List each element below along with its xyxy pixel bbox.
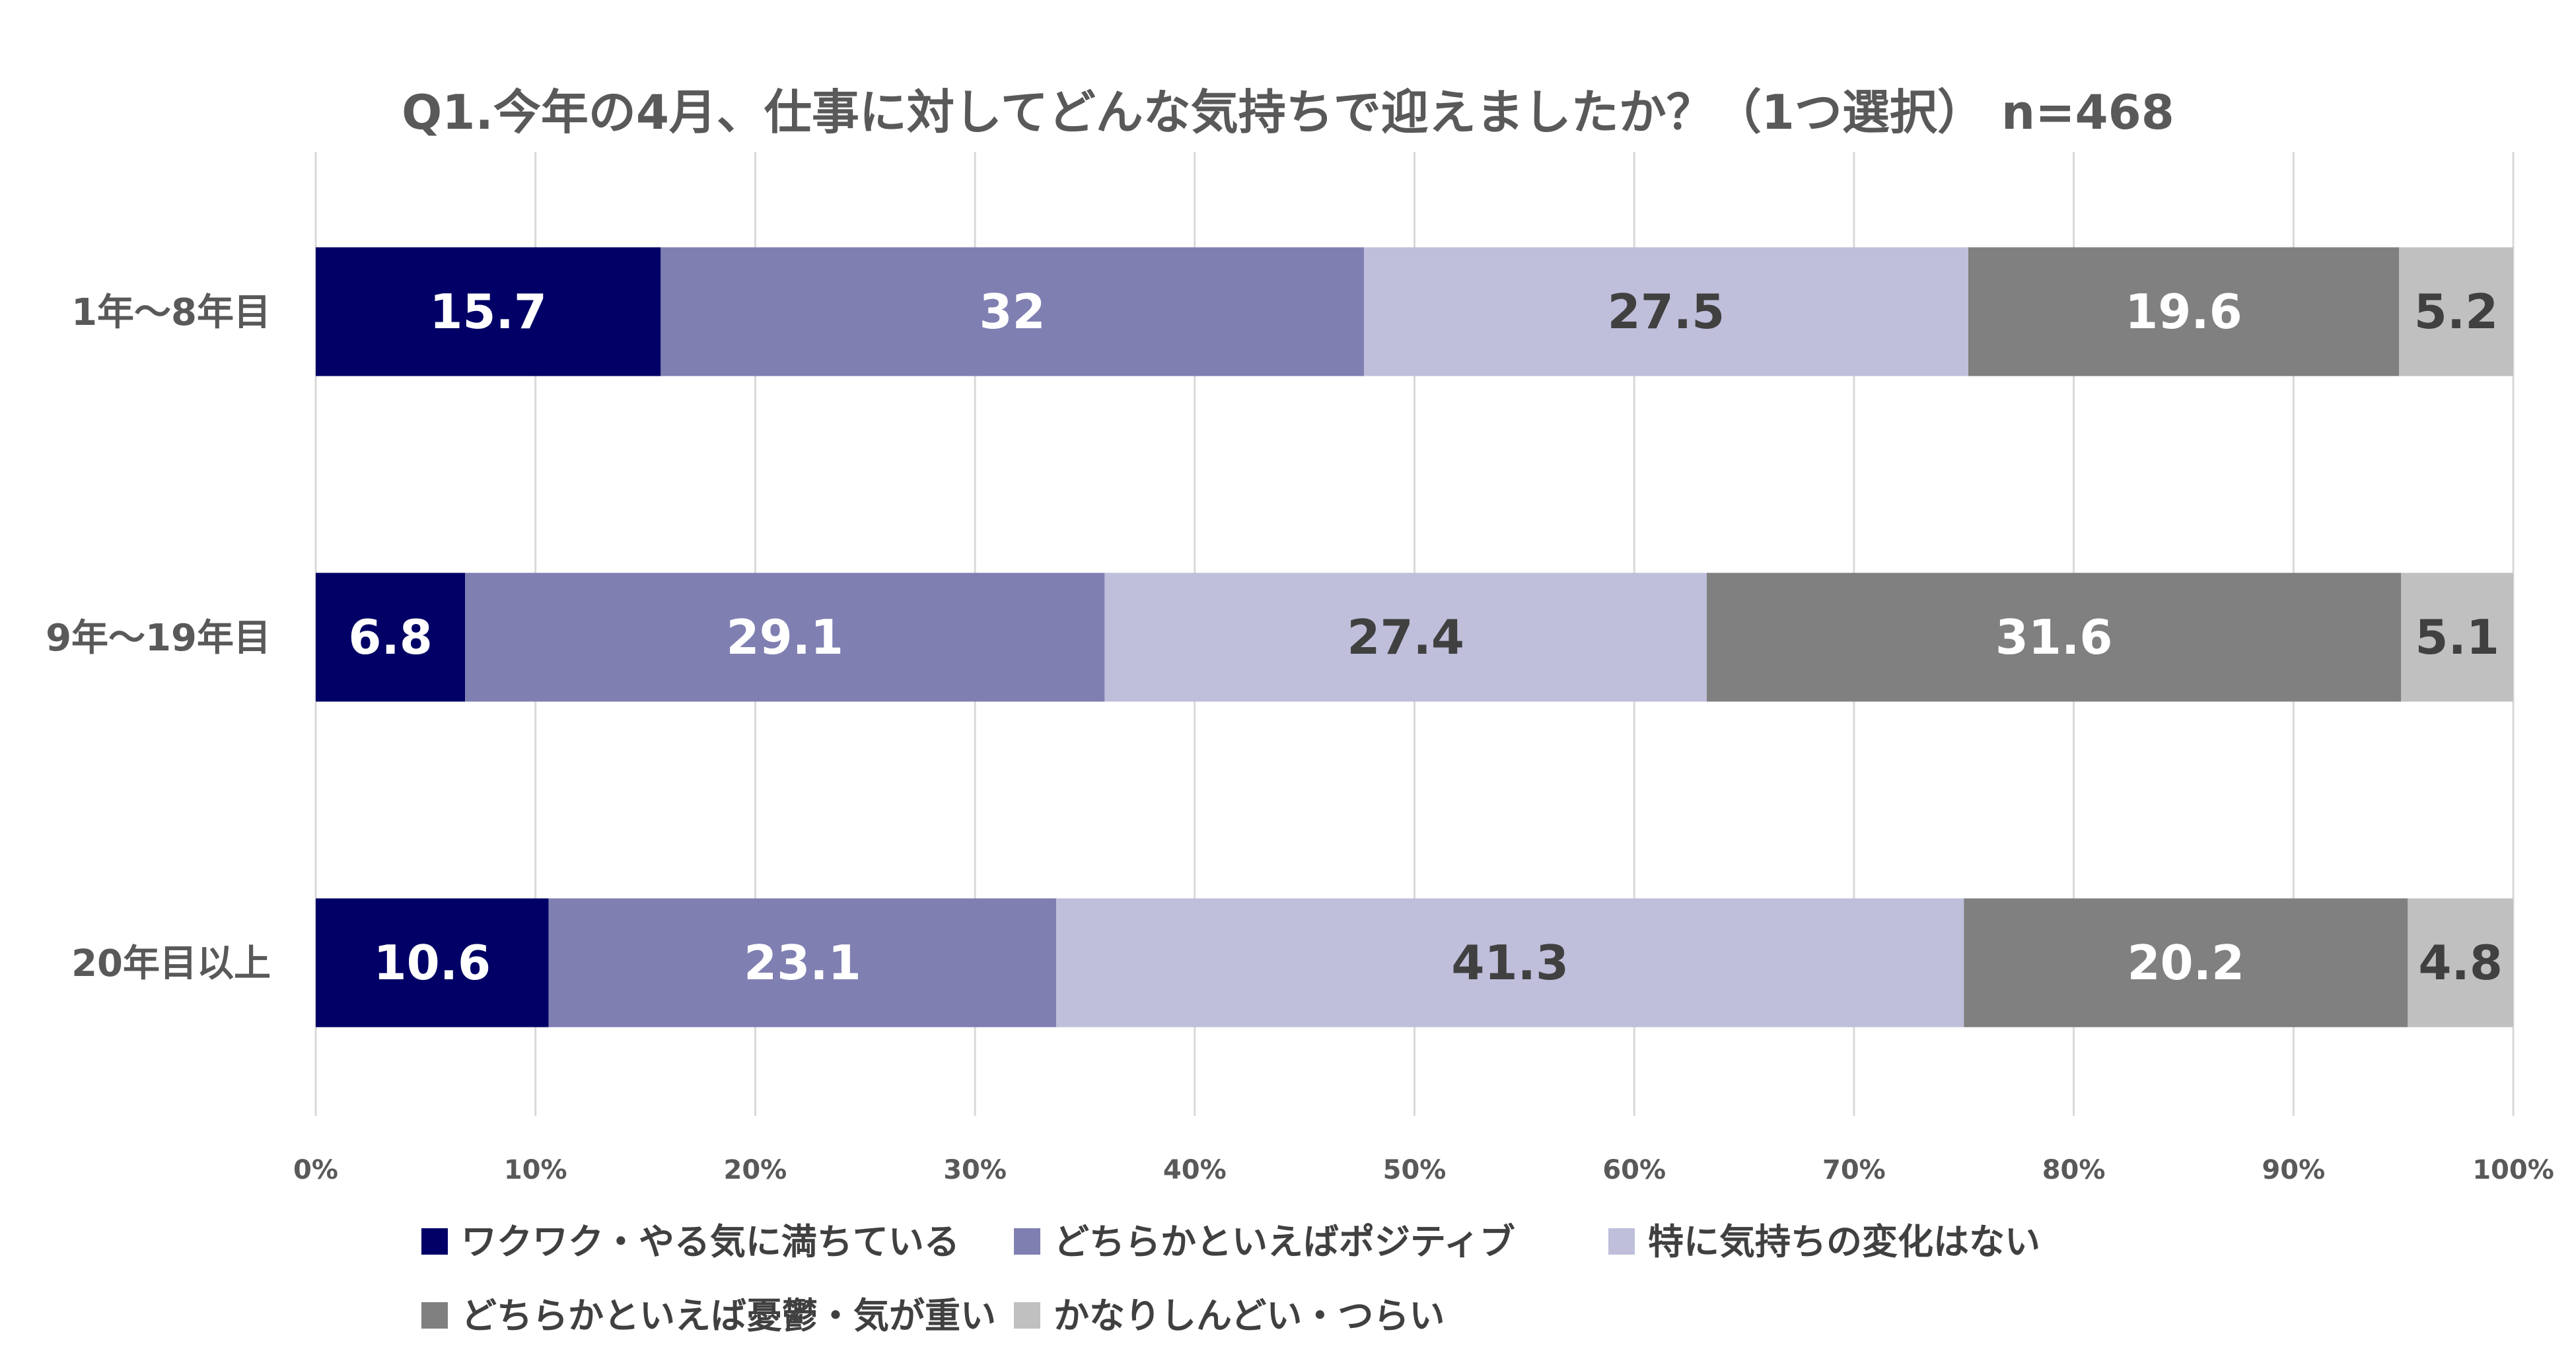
data-label: 6.8 bbox=[348, 609, 433, 665]
legend-label: どちらかといえば憂鬱・気が重い bbox=[461, 1295, 996, 1337]
x-tick-label: 20% bbox=[724, 1155, 787, 1185]
bar-segment bbox=[316, 898, 549, 1027]
data-label: 27.5 bbox=[1608, 284, 1725, 339]
x-tick-label: 30% bbox=[943, 1155, 1007, 1185]
data-label: 29.1 bbox=[726, 609, 843, 665]
bar-segment bbox=[1964, 898, 2408, 1027]
category-label: 9年～19年目 bbox=[46, 617, 271, 660]
legend-swatch bbox=[1014, 1302, 1040, 1329]
legend-item: 特に気持ちの変化はない bbox=[1608, 1221, 2040, 1263]
legend-item: どちらかといえばポジティブ bbox=[1014, 1221, 1515, 1263]
data-label: 19.6 bbox=[2125, 284, 2242, 339]
x-tick-label: 100% bbox=[2472, 1155, 2554, 1185]
data-label: 31.6 bbox=[1995, 609, 2113, 665]
x-tick-label: 60% bbox=[1602, 1155, 1666, 1185]
legend-swatch bbox=[421, 1228, 448, 1255]
x-axis-tick-labels: 0% 10% 20% 30% 40% 50% 60% 70% 80% 90% 100% bbox=[293, 1155, 2554, 1185]
legend-label: どちらかといえばポジティブ bbox=[1054, 1221, 1515, 1263]
x-tick-label: 90% bbox=[2262, 1155, 2325, 1185]
bar-segment bbox=[1104, 573, 1707, 702]
x-tick-label: 70% bbox=[1822, 1155, 1886, 1185]
bar-segment bbox=[2401, 573, 2513, 702]
bar-row: 6.8 29.1 27.4 31.6 5.1 bbox=[316, 573, 2513, 702]
legend-item: かなりしんどい・つらい bbox=[1014, 1295, 1445, 1337]
data-label: 15.7 bbox=[429, 284, 547, 339]
bar-segment bbox=[316, 247, 661, 376]
data-label: 23.1 bbox=[744, 935, 861, 991]
data-label: 10.6 bbox=[374, 935, 491, 991]
data-label: 5.2 bbox=[2414, 284, 2499, 339]
bar-row: 15.7 32 27.5 19.6 5.2 bbox=[316, 247, 2513, 376]
legend: ワクワク・やる気に満ちている どちらかといえばポジティブ 特に気持ちの変化はないどち… bbox=[421, 1221, 2040, 1337]
legend-label: 特に気持ちの変化はない bbox=[1648, 1221, 2040, 1263]
legend-label: ワクワク・やる気に満ちている bbox=[461, 1221, 960, 1263]
data-label: 4.8 bbox=[2418, 935, 2503, 991]
bar-segment bbox=[2408, 898, 2513, 1027]
x-tick-label: 40% bbox=[1163, 1155, 1227, 1185]
legend-swatch bbox=[1014, 1228, 1040, 1255]
bar-segment bbox=[316, 573, 466, 702]
x-tick-label: 50% bbox=[1383, 1155, 1447, 1185]
legend-swatch bbox=[1608, 1228, 1635, 1255]
data-label: 20.2 bbox=[2127, 935, 2244, 991]
data-label: 27.4 bbox=[1347, 609, 1464, 665]
x-tick-label: 10% bbox=[504, 1155, 567, 1185]
bar-segment bbox=[465, 573, 1105, 702]
bar-segment bbox=[661, 247, 1364, 376]
category-label: 20年目以上 bbox=[71, 942, 271, 985]
data-label: 5.1 bbox=[2415, 609, 2499, 665]
category-label: 1年～8年目 bbox=[71, 291, 271, 334]
x-tick-label: 80% bbox=[2042, 1155, 2106, 1185]
bar-segment bbox=[1363, 247, 1968, 376]
legend-item: どちらかといえば憂鬱・気が重い bbox=[421, 1295, 996, 1337]
legend-label: かなりしんどい・つらい bbox=[1054, 1295, 1445, 1337]
bar-segment bbox=[1706, 573, 2402, 702]
bar-segment bbox=[1056, 898, 1964, 1027]
data-label: 41.3 bbox=[1451, 935, 1569, 991]
bars: 15.7 32 27.5 19.6 5.2 6.8 29.1 27.4 31.6 5.1 10.6 2… bbox=[316, 247, 2513, 1027]
bar-segment bbox=[548, 898, 1057, 1027]
bar-segment bbox=[1968, 247, 2399, 376]
x-tick-label: 0% bbox=[293, 1155, 338, 1185]
bar-row: 10.6 23.1 41.3 20.2 4.8 bbox=[316, 898, 2513, 1027]
data-label: 32 bbox=[980, 284, 1046, 339]
legend-swatch bbox=[421, 1302, 448, 1329]
legend-item: ワクワク・やる気に満ちている bbox=[421, 1221, 960, 1263]
category-labels: 1年～8年目 9年～19年目 20年目以上 bbox=[46, 291, 271, 985]
chart-title: Q1.今年の4月、仕事に対してどんな気持ちで迎えましたか？（1つ選択） n=46… bbox=[402, 85, 2174, 140]
bar-segment bbox=[2398, 247, 2513, 376]
